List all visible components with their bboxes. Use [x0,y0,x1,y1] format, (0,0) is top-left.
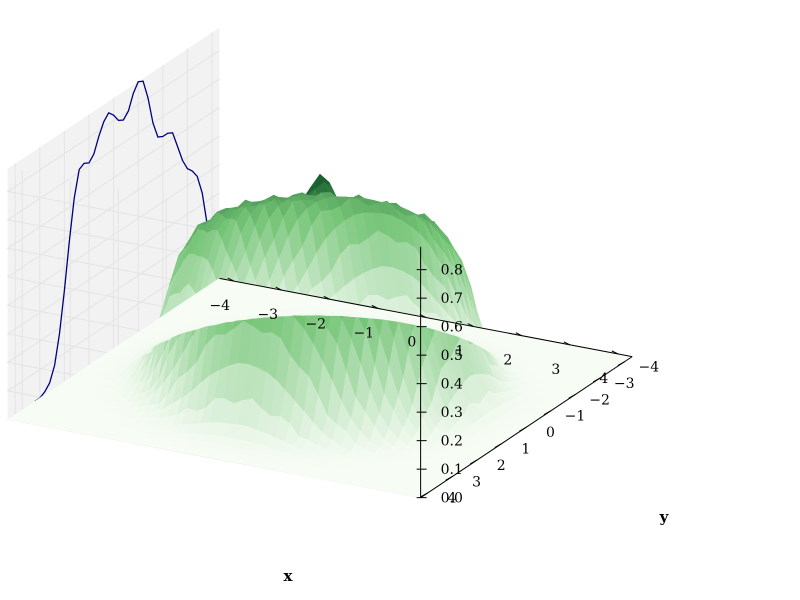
x-tick-mark [323,295,331,300]
x-tick-mark [467,323,475,328]
x-tick-mark [563,341,571,346]
y-tick-label: −3 [614,376,635,392]
x-tick-mark [611,350,619,355]
z-tick-label: 0.8 [441,263,463,279]
z-tick-label: 0.4 [441,377,463,393]
x-tick-mark [227,277,235,282]
y-tick-mark [445,475,453,481]
x-tick-mark [371,304,379,309]
z-tick-label: 0.1 [441,462,463,478]
y-tick-label: −4 [638,360,659,376]
y-tick-label: 4 [448,491,457,507]
y-tick-mark [469,459,478,465]
y-tick-mark [420,492,429,498]
axis-ticks: −4−3−2−101234−4−3−2−1012340.00.10.20.30.… [209,263,659,507]
z-tick-label: 0.7 [441,291,463,307]
z-tick-label: 0.0 [441,491,463,507]
z-tick-label: 0.6 [441,320,463,336]
x-tick-mark [515,332,523,337]
projection-line [34,80,218,402]
x-tick-label: 1 [455,344,464,360]
y-tick-label: −1 [565,409,586,425]
x-tick-label: −4 [209,298,230,314]
x-tick-label: −1 [353,325,374,341]
z-tick-label: 0.5 [441,348,463,364]
y-tick-label: 3 [472,474,481,490]
z-tick-label: 0.3 [441,405,463,421]
x-tick-mark [419,314,427,318]
x-tick-label: 0 [407,334,416,350]
y-tick-mark [543,410,552,416]
x-tick-label: 2 [503,353,512,369]
y-tick-mark [617,361,626,366]
y-tick-label: 0 [546,425,555,441]
y-tick-label: −2 [589,392,610,408]
y-tick-label: 1 [521,442,530,458]
y-axis-label: y [659,508,670,526]
x-tick-label: −3 [257,307,278,323]
y-tick-mark [519,426,527,432]
x-tick-label: 4 [599,371,608,387]
y-tick-mark [568,393,576,399]
projection-line-path [34,80,218,402]
y-tick-mark [494,443,503,448]
x-tick-label: 3 [551,362,560,378]
x-tick-mark [275,286,283,291]
z-tick-label: 0.2 [441,434,463,450]
y-tick-label: 2 [497,458,506,474]
x-tick-label: −2 [305,316,326,332]
surface-plot [7,173,633,498]
y-tick-mark [592,377,601,383]
x-axis-label: x [284,567,294,585]
